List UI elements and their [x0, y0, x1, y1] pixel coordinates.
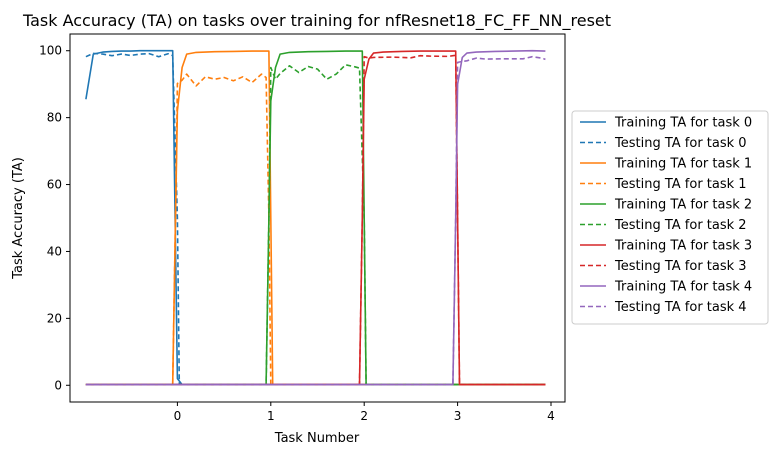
legend-label-7: Testing TA for task 3: [614, 259, 747, 274]
y-tick-label: 80: [47, 111, 62, 125]
legend-items: Training TA for task 0 Testing TA for tas…: [580, 116, 752, 315]
x-tick-label: 4: [547, 409, 555, 423]
legend-label-8: Training TA for task 4: [614, 280, 752, 295]
x-tick-label: 0: [174, 409, 182, 423]
y-tick-label: 40: [47, 244, 62, 258]
legend-label-9: Testing TA for task 4: [614, 300, 747, 315]
series-layer: [85, 49, 546, 386]
series-line-8: [85, 49, 546, 386]
y-tick-label: 0: [54, 378, 62, 392]
series-line-4: [85, 50, 546, 386]
x-axis-label: Task Number: [274, 431, 360, 446]
x-tick-label: 2: [360, 409, 368, 423]
series-line-7: [85, 54, 546, 386]
y-axis-label: Task Accuracy (TA): [11, 157, 26, 280]
x-tick-label: 3: [454, 409, 462, 423]
legend-frame: [571, 110, 769, 325]
x-tick-label: 1: [267, 409, 275, 423]
chart-title: Task Accuracy (TA) on tasks over trainin…: [22, 11, 611, 31]
series-line-2: [85, 50, 546, 386]
legend-label-5: Testing TA for task 2: [614, 218, 747, 233]
legend: Training TA for task 0 Testing TA for tas…: [571, 110, 769, 325]
series-line-1: [85, 52, 546, 386]
plot-frame: [69, 33, 566, 403]
series-line-0: [85, 49, 546, 386]
y-axis-ticks: 0 20 40 60 80 100: [39, 44, 70, 392]
series-line-9: [85, 55, 546, 386]
legend-label-1: Testing TA for task 0: [614, 136, 747, 151]
legend-label-6: Training TA for task 3: [614, 239, 752, 254]
y-tick-label: 100: [39, 44, 62, 58]
x-axis-ticks: 0 1 2 3 4: [174, 402, 555, 423]
plot-area: [69, 33, 566, 403]
series-line-6: [85, 50, 546, 386]
series-line-5: [85, 64, 546, 386]
series-line-3: [85, 73, 546, 386]
legend-label-3: Testing TA for task 1: [614, 177, 747, 192]
y-tick-label: 20: [47, 311, 62, 325]
legend-label-2: Training TA for task 1: [614, 157, 752, 172]
legend-label-4: Training TA for task 2: [614, 198, 752, 213]
y-tick-label: 60: [47, 178, 62, 192]
legend-label-0: Training TA for task 0: [614, 116, 752, 131]
